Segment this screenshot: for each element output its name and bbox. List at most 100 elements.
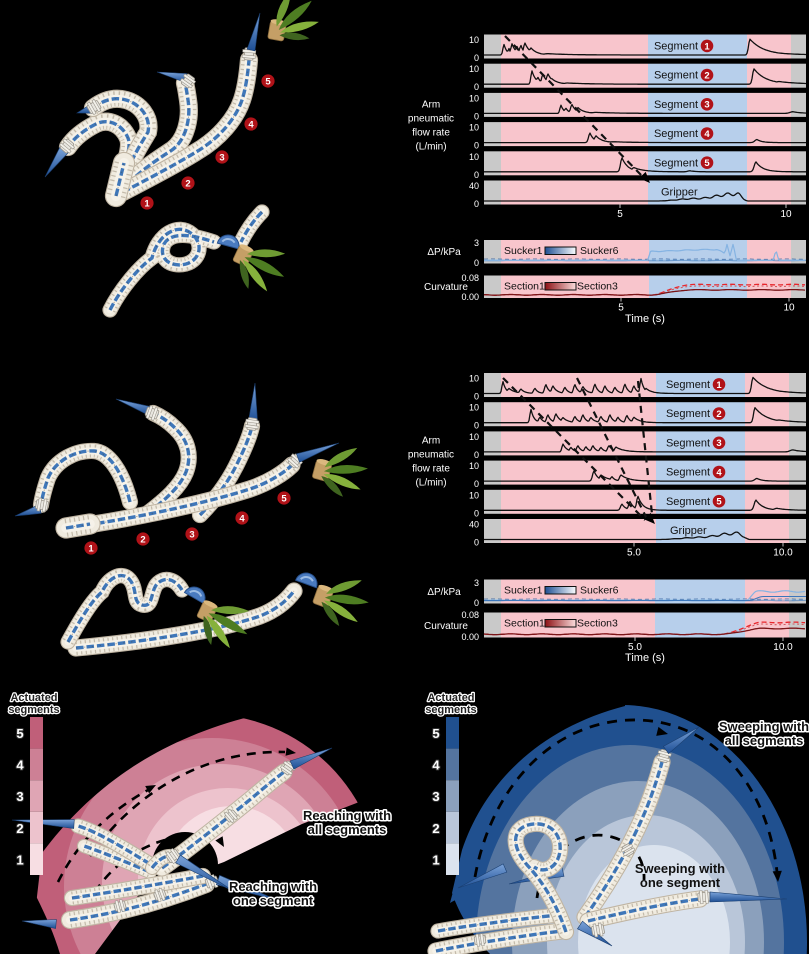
svg-text:one segment: one segment: [640, 875, 721, 890]
svg-text:3: 3: [474, 238, 479, 248]
svg-text:5.0: 5.0: [628, 642, 642, 653]
svg-text:4: 4: [716, 467, 722, 478]
svg-text:Sucker6: Sucker6: [580, 245, 619, 257]
svg-text:10: 10: [469, 152, 479, 162]
svg-text:0: 0: [474, 258, 479, 268]
svg-text:0: 0: [474, 53, 479, 63]
svg-text:Gripper: Gripper: [670, 525, 707, 537]
svg-text:0: 0: [474, 598, 479, 608]
svg-text:0: 0: [474, 450, 479, 460]
svg-text:one segment: one segment: [233, 893, 314, 908]
svg-text:Arm: Arm: [422, 100, 440, 111]
svg-text:0: 0: [474, 111, 479, 121]
svg-text:5: 5: [716, 497, 722, 508]
svg-text:10: 10: [469, 123, 479, 133]
svg-text:Segment: Segment: [666, 379, 710, 391]
svg-text:ΔP/kPa: ΔP/kPa: [427, 247, 461, 258]
svg-text:ΔP/kPa: ΔP/kPa: [427, 587, 461, 598]
svg-text:3: 3: [432, 789, 439, 804]
svg-text:Actuated: Actuated: [427, 692, 474, 704]
svg-text:Segment: Segment: [654, 99, 698, 111]
svg-text:Segment: Segment: [654, 128, 698, 140]
svg-text:Section1: Section1: [504, 281, 545, 293]
svg-text:3: 3: [704, 100, 709, 111]
svg-text:5: 5: [16, 726, 23, 741]
svg-text:Actuated: Actuated: [10, 692, 57, 704]
svg-text:Time (s): Time (s): [625, 652, 665, 664]
svg-text:Segment: Segment: [654, 41, 698, 53]
svg-text:Time (s): Time (s): [625, 313, 665, 325]
svg-text:4: 4: [16, 758, 24, 773]
svg-text:Segment: Segment: [666, 467, 710, 479]
svg-text:Curvature: Curvature: [424, 621, 468, 632]
svg-text:3: 3: [716, 438, 721, 449]
svg-text:Segment: Segment: [666, 408, 710, 420]
svg-text:0.00: 0.00: [461, 292, 479, 302]
svg-text:0.00: 0.00: [461, 632, 479, 642]
svg-text:Sweeping with: Sweeping with: [635, 861, 725, 876]
svg-text:5: 5: [265, 77, 271, 88]
svg-text:3: 3: [189, 530, 194, 541]
svg-text:10: 10: [469, 461, 479, 471]
svg-text:3: 3: [219, 153, 224, 164]
svg-text:0: 0: [474, 421, 479, 431]
svg-text:10: 10: [469, 374, 479, 384]
svg-text:Curvature: Curvature: [424, 282, 468, 293]
svg-text:1: 1: [88, 544, 94, 555]
svg-text:Arm: Arm: [422, 436, 440, 447]
svg-text:0: 0: [474, 508, 479, 518]
svg-text:0: 0: [474, 479, 479, 489]
svg-text:Segment: Segment: [654, 157, 698, 169]
svg-text:0: 0: [474, 199, 479, 209]
svg-text:4: 4: [248, 120, 254, 131]
svg-text:pneumatic: pneumatic: [408, 450, 454, 461]
svg-text:Section3: Section3: [577, 281, 618, 293]
svg-text:0: 0: [474, 170, 479, 180]
svg-text:5: 5: [704, 158, 710, 169]
svg-text:Segment: Segment: [666, 437, 710, 449]
svg-text:flow rate: flow rate: [412, 128, 450, 139]
svg-text:40: 40: [469, 181, 479, 191]
svg-text:segments: segments: [8, 704, 59, 716]
svg-text:2: 2: [16, 821, 23, 836]
svg-text:Gripper: Gripper: [661, 187, 698, 199]
svg-text:2: 2: [140, 535, 145, 546]
svg-text:Sucker6: Sucker6: [580, 585, 619, 597]
svg-text:2: 2: [716, 409, 721, 420]
svg-text:4: 4: [432, 758, 440, 773]
svg-text:1: 1: [716, 380, 722, 391]
svg-text:Reaching with: Reaching with: [303, 808, 391, 823]
svg-text:0: 0: [474, 82, 479, 92]
svg-text:Sucker1: Sucker1: [504, 585, 543, 597]
svg-text:Section1: Section1: [504, 618, 545, 630]
svg-text:10: 10: [469, 490, 479, 500]
svg-text:1: 1: [144, 199, 150, 210]
svg-text:10: 10: [469, 432, 479, 442]
svg-text:5.0: 5.0: [627, 548, 641, 559]
svg-text:5: 5: [281, 494, 287, 505]
svg-text:10: 10: [469, 403, 479, 413]
svg-text:10: 10: [780, 209, 792, 220]
svg-text:Sucker1: Sucker1: [504, 245, 543, 257]
svg-text:(L/min): (L/min): [415, 142, 446, 153]
svg-text:flow rate: flow rate: [412, 464, 450, 475]
svg-text:Segment: Segment: [654, 70, 698, 82]
svg-text:Reaching with: Reaching with: [229, 879, 317, 894]
svg-text:5: 5: [432, 726, 439, 741]
svg-text:Section3: Section3: [577, 618, 618, 630]
svg-text:5: 5: [617, 209, 623, 220]
svg-text:10: 10: [469, 93, 479, 103]
svg-text:0.08: 0.08: [461, 610, 479, 620]
svg-text:Sweeping with: Sweeping with: [719, 719, 809, 734]
svg-text:segments: segments: [425, 704, 476, 716]
svg-text:2: 2: [432, 821, 439, 836]
svg-text:all segments: all segments: [725, 733, 804, 748]
svg-text:10.0: 10.0: [773, 548, 793, 559]
svg-text:10: 10: [783, 303, 795, 314]
svg-text:(L/min): (L/min): [415, 478, 446, 489]
svg-text:2: 2: [185, 179, 190, 190]
svg-text:3: 3: [474, 578, 479, 588]
svg-text:Segment: Segment: [666, 496, 710, 508]
svg-text:5: 5: [618, 303, 624, 314]
svg-text:2: 2: [704, 71, 709, 82]
